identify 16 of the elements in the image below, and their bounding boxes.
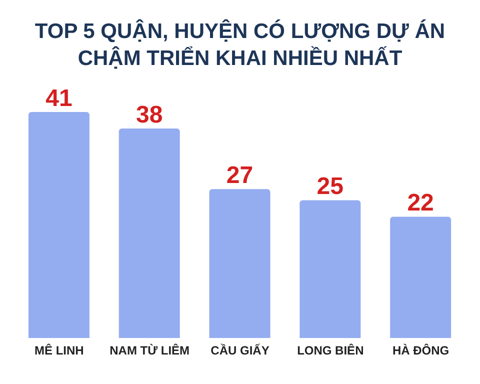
data-label: 38 xyxy=(136,102,163,129)
bar xyxy=(390,216,452,338)
x-tick-label: NAM TỪ LIÊM xyxy=(110,344,190,358)
bar xyxy=(28,112,90,338)
x-tick-label: CẦU GIẤY xyxy=(210,344,270,358)
bar xyxy=(209,189,270,338)
x-tick-label: HÀ ĐÔNG xyxy=(392,344,450,358)
data-label: 41 xyxy=(46,85,72,112)
data-label: 27 xyxy=(226,162,254,190)
chart-title: TOP 5 QUẬN, HUYỆN CÓ LƯỢNG DỰ ÁN CHẬM TRIỂN KHAI NHIỀU NHẤT xyxy=(34,18,446,72)
x-tick-label: MÊ LINH xyxy=(34,344,84,358)
bar xyxy=(300,200,361,338)
x-tick-label: LONG BIÊN xyxy=(297,344,364,358)
data-label: 22 xyxy=(407,190,434,217)
bar xyxy=(118,128,180,338)
data-label: 25 xyxy=(316,173,344,200)
